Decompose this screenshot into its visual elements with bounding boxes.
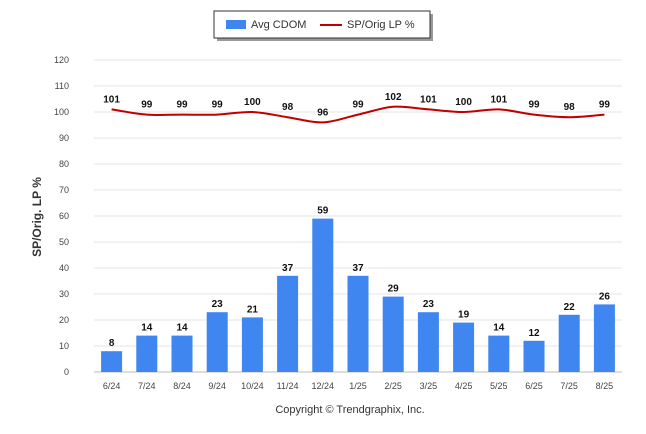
- x-tick-label: 8/25: [596, 381, 614, 391]
- bar-value-label: 26: [599, 291, 611, 302]
- bar: [593, 304, 615, 372]
- x-tick-label: 6/25: [525, 381, 543, 391]
- x-tick-label: 1/25: [349, 381, 367, 391]
- x-tick-label: 2/25: [384, 381, 402, 391]
- line-value-label: 99: [599, 100, 611, 111]
- y-axis-title: SP/Orig. LP %: [30, 177, 44, 257]
- bar-value-label: 23: [423, 299, 435, 310]
- bar: [558, 314, 580, 372]
- y-tick-label: 110: [55, 81, 69, 91]
- line-value-label: 99: [176, 100, 188, 111]
- x-tick-label: 7/25: [560, 381, 578, 391]
- bar: [488, 335, 510, 372]
- x-tick-label: 11/24: [277, 381, 299, 391]
- x-tick-label: 8/24: [173, 381, 191, 391]
- bar-data-labels: 8 14 14 23 21 37 59 37 29 23 19 14 12 22 26: [109, 206, 611, 350]
- legend-label-line: SP/Orig LP %: [347, 19, 415, 31]
- x-tick-label: 5/25: [490, 381, 508, 391]
- line-value-label: 102: [385, 92, 402, 103]
- line-value-label: 100: [244, 97, 261, 108]
- line-data-labels: 101 99 99 99 100 98 96 99 102 101 100 101 99 98 99: [103, 92, 610, 119]
- line-value-label: 99: [352, 100, 364, 111]
- x-tick-label: 12/24: [312, 381, 335, 391]
- bar: [206, 312, 228, 372]
- bar-value-label: 37: [352, 263, 364, 274]
- bar-value-label: 23: [212, 299, 224, 310]
- bars: [101, 218, 615, 372]
- y-tick-label: 90: [59, 133, 69, 143]
- x-axis-ticks: 6/24 7/24 8/24 9/24 10/24 11/24 12/24 1/25 2/25 3…: [103, 381, 613, 391]
- line-value-label: 99: [141, 100, 153, 111]
- legend-swatch-bar: [226, 20, 246, 29]
- y-tick-label: 100: [54, 107, 69, 117]
- bar: [277, 275, 299, 372]
- y-tick-label: 60: [59, 211, 69, 221]
- x-tick-label: 4/25: [455, 381, 473, 391]
- line-value-label: 101: [420, 94, 437, 105]
- y-axis-ticks: 0 10 20 30 40 50 60 70 80 90 100 110 120: [54, 55, 69, 377]
- line-value-label: 99: [212, 100, 224, 111]
- x-tick-label: 3/25: [420, 381, 438, 391]
- bar: [312, 218, 334, 372]
- y-tick-label: 70: [59, 185, 69, 195]
- bar-value-label: 29: [388, 284, 400, 295]
- y-tick-label: 20: [59, 315, 69, 325]
- bar-value-label: 21: [247, 304, 259, 315]
- line-series: [111, 105, 605, 124]
- bar: [523, 340, 545, 372]
- line-value-label: 96: [317, 107, 329, 118]
- legend-label-bar: Avg CDOM: [251, 19, 306, 31]
- line-value-label: 99: [528, 100, 540, 111]
- x-tick-label: 6/24: [103, 381, 121, 391]
- legend: Avg CDOM SP/Orig LP %: [213, 10, 433, 41]
- bar-value-label: 22: [564, 302, 576, 313]
- bar: [453, 322, 475, 372]
- x-tick-label: 7/24: [138, 381, 156, 391]
- bar-value-label: 19: [458, 310, 470, 321]
- bar: [136, 335, 158, 372]
- bar: [347, 275, 369, 372]
- line-value-label: 100: [455, 97, 472, 108]
- bar: [241, 317, 263, 372]
- bar-value-label: 8: [109, 338, 115, 349]
- y-tick-label: 120: [54, 55, 69, 65]
- x-tick-label: 9/24: [208, 381, 226, 391]
- line-value-label: 101: [490, 94, 507, 105]
- bar-value-label: 14: [141, 323, 153, 334]
- bar: [417, 312, 439, 372]
- bar: [171, 335, 193, 372]
- copyright-text: Copyright © Trendgraphix, Inc.: [275, 404, 424, 416]
- bar-value-label: 14: [493, 323, 505, 334]
- bar-value-label: 12: [528, 328, 540, 339]
- bar-value-label: 59: [317, 206, 329, 217]
- line-value-label: 98: [282, 102, 294, 113]
- y-tick-label: 40: [59, 263, 69, 273]
- y-tick-label: 80: [59, 159, 69, 169]
- line-series-path: [111, 105, 605, 124]
- y-tick-label: 30: [59, 289, 69, 299]
- bar: [382, 296, 404, 372]
- y-tick-label: 0: [64, 367, 69, 377]
- bar-value-label: 37: [282, 263, 294, 274]
- x-tick-label: 10/24: [241, 381, 264, 391]
- line-value-label: 98: [564, 102, 576, 113]
- y-tick-label: 10: [59, 341, 69, 351]
- y-tick-label: 50: [59, 237, 69, 247]
- line-value-label: 101: [103, 94, 120, 105]
- bar: [101, 351, 123, 372]
- bar-value-label: 14: [176, 323, 188, 334]
